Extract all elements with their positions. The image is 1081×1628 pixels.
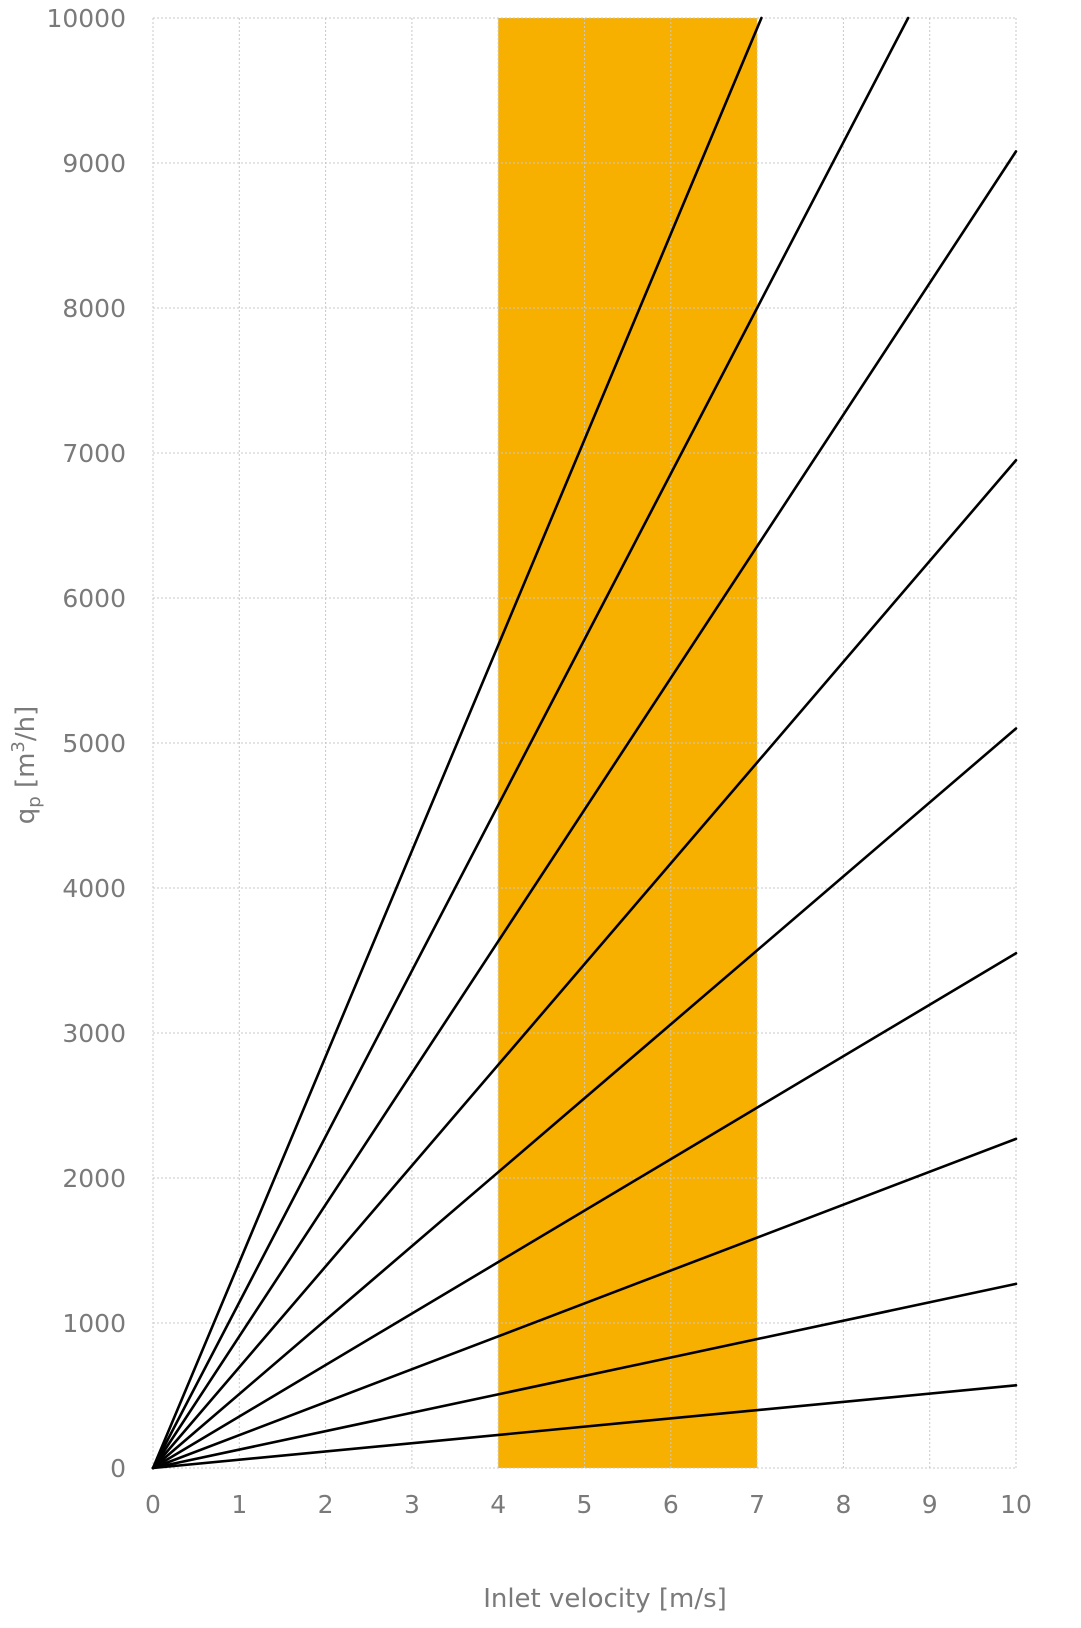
y-axis-label-unit-post: /h] — [11, 706, 41, 741]
x-tick-label-3: 3 — [404, 1490, 420, 1519]
series-line-4 — [151, 951, 1018, 1470]
x-tick-label-8: 8 — [835, 1490, 851, 1519]
x-tick-label-1: 1 — [231, 1490, 247, 1519]
y-tick-label-0: 0 — [110, 1454, 126, 1483]
y-tick-label-1: 1000 — [62, 1309, 126, 1338]
x-tick-label-2: 2 — [318, 1490, 334, 1519]
y-tick-label-5: 5000 — [62, 729, 126, 758]
x-tick-label-4: 4 — [490, 1490, 506, 1519]
x-axis-label: Inlet velocity [m/s] — [483, 1584, 727, 1614]
y-axis-label: qp [m3/h] — [8, 706, 45, 825]
series-layer — [151, 16, 1018, 1470]
x-tick-label-0: 0 — [145, 1490, 161, 1519]
x-tick-label-10: 10 — [1000, 1490, 1032, 1519]
series-line-8 — [151, 16, 910, 1470]
grid-layer — [152, 17, 1017, 1469]
y-axis-label-unit-pre: [m — [11, 753, 41, 797]
x-tick-label-6: 6 — [663, 1490, 679, 1519]
y-axis-label-main: q — [11, 808, 41, 825]
series-line-5 — [151, 727, 1018, 1470]
y-tick-label-4: 4000 — [62, 874, 126, 903]
y-tick-labels: 0 1000 2000 3000 4000 5000 6000 7000 8000 9000 100… — [46, 4, 126, 1483]
x-tick-label-7: 7 — [749, 1490, 765, 1519]
y-axis-label-sub: p — [24, 796, 45, 807]
series-line-7 — [151, 150, 1018, 1470]
series-line-6 — [151, 458, 1018, 1470]
y-tick-label-3: 3000 — [62, 1019, 126, 1048]
series-line-9 — [151, 16, 763, 1470]
y-tick-label-2: 2000 — [62, 1164, 126, 1193]
y-tick-label-8: 8000 — [62, 294, 126, 323]
y-tick-label-6: 6000 — [62, 584, 126, 613]
y-tick-label-10: 10000 — [46, 4, 126, 33]
x-tick-label-9: 9 — [922, 1490, 938, 1519]
series-line-2 — [151, 1282, 1018, 1470]
y-tick-label-7: 7000 — [62, 439, 126, 468]
series-line-1 — [151, 1384, 1018, 1470]
y-axis-label-sup: 3 — [8, 741, 29, 752]
x-tick-label-5: 5 — [577, 1490, 593, 1519]
y-tick-label-9: 9000 — [62, 149, 126, 178]
series-line-3 — [151, 1137, 1018, 1470]
x-tick-labels: 0 1 2 3 4 5 6 7 8 9 10 — [145, 1490, 1032, 1519]
